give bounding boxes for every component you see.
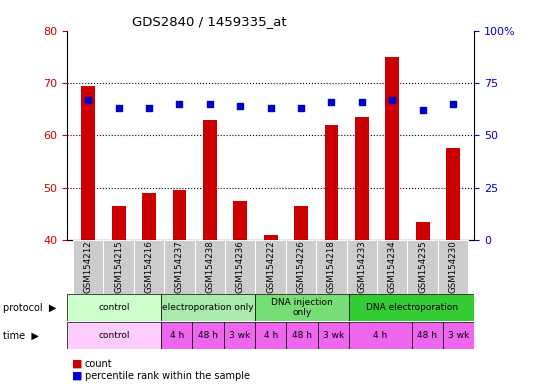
Bar xyxy=(256,240,286,294)
Text: protocol  ▶: protocol ▶ xyxy=(3,303,56,313)
Text: GSM154234: GSM154234 xyxy=(388,240,397,293)
Bar xyxy=(412,322,443,349)
Bar xyxy=(446,149,460,240)
Bar xyxy=(349,322,412,349)
Point xyxy=(84,97,93,103)
Bar xyxy=(173,190,187,240)
Point xyxy=(206,101,214,107)
Text: percentile rank within the sample: percentile rank within the sample xyxy=(85,371,250,381)
Text: DNA electroporation: DNA electroporation xyxy=(366,303,458,312)
Bar xyxy=(416,222,429,240)
Bar xyxy=(234,201,247,240)
Text: 3 wk: 3 wk xyxy=(229,331,250,340)
Text: 4 h: 4 h xyxy=(264,331,278,340)
Bar xyxy=(347,240,377,294)
Bar xyxy=(316,240,347,294)
Bar xyxy=(264,235,278,240)
Bar xyxy=(225,240,256,294)
Text: 48 h: 48 h xyxy=(292,331,312,340)
Bar xyxy=(103,240,134,294)
Bar xyxy=(443,322,474,349)
Bar xyxy=(161,294,255,321)
Point xyxy=(297,105,306,111)
Text: GSM154212: GSM154212 xyxy=(84,240,93,293)
Point xyxy=(449,101,457,107)
Point xyxy=(175,101,184,107)
Bar xyxy=(67,322,161,349)
Point xyxy=(327,99,336,105)
Text: GSM154235: GSM154235 xyxy=(418,240,427,293)
Point xyxy=(358,99,366,105)
Bar xyxy=(255,294,349,321)
Text: GSM154233: GSM154233 xyxy=(358,240,367,293)
Text: GSM154218: GSM154218 xyxy=(327,240,336,293)
Text: GSM154237: GSM154237 xyxy=(175,240,184,293)
Bar xyxy=(294,206,308,240)
Point xyxy=(388,97,397,103)
Bar xyxy=(355,117,369,240)
Text: GSM154226: GSM154226 xyxy=(296,240,306,293)
Bar xyxy=(164,240,195,294)
Text: count: count xyxy=(85,359,113,369)
Text: DNA injection
only: DNA injection only xyxy=(271,298,333,317)
Text: GSM154215: GSM154215 xyxy=(114,240,123,293)
Bar xyxy=(286,240,316,294)
Text: GSM154230: GSM154230 xyxy=(449,240,458,293)
Point xyxy=(114,105,123,111)
Text: control: control xyxy=(98,303,130,312)
Text: GSM154236: GSM154236 xyxy=(236,240,245,293)
Text: ■: ■ xyxy=(72,359,83,369)
Text: 48 h: 48 h xyxy=(418,331,437,340)
Bar xyxy=(73,240,103,294)
Bar xyxy=(438,240,468,294)
Bar xyxy=(203,120,217,240)
Bar xyxy=(67,294,161,321)
Bar xyxy=(325,125,338,240)
Text: 3 wk: 3 wk xyxy=(448,331,470,340)
Text: electroporation only: electroporation only xyxy=(162,303,254,312)
Bar xyxy=(407,240,438,294)
Text: 48 h: 48 h xyxy=(198,331,218,340)
Title: GDS2840 / 1459335_at: GDS2840 / 1459335_at xyxy=(132,15,287,28)
Bar xyxy=(81,86,95,240)
Text: 4 h: 4 h xyxy=(169,331,184,340)
Bar xyxy=(349,294,474,321)
Bar xyxy=(161,322,192,349)
Text: 3 wk: 3 wk xyxy=(323,331,344,340)
Point xyxy=(145,105,153,111)
Bar xyxy=(112,206,125,240)
Bar xyxy=(224,322,255,349)
Point xyxy=(236,103,244,109)
Bar xyxy=(255,322,286,349)
Point xyxy=(419,107,427,113)
Text: GSM154238: GSM154238 xyxy=(205,240,214,293)
Text: time  ▶: time ▶ xyxy=(3,331,39,341)
Bar xyxy=(318,322,349,349)
Bar xyxy=(142,193,156,240)
Text: ■: ■ xyxy=(72,371,83,381)
Bar xyxy=(385,57,399,240)
Text: GSM154216: GSM154216 xyxy=(145,240,154,293)
Text: control: control xyxy=(98,331,130,340)
Point xyxy=(266,105,275,111)
Text: 4 h: 4 h xyxy=(373,331,388,340)
Bar xyxy=(195,240,225,294)
Bar xyxy=(286,322,318,349)
Bar xyxy=(134,240,164,294)
Bar xyxy=(192,322,224,349)
Text: GSM154222: GSM154222 xyxy=(266,240,275,293)
Bar xyxy=(377,240,407,294)
